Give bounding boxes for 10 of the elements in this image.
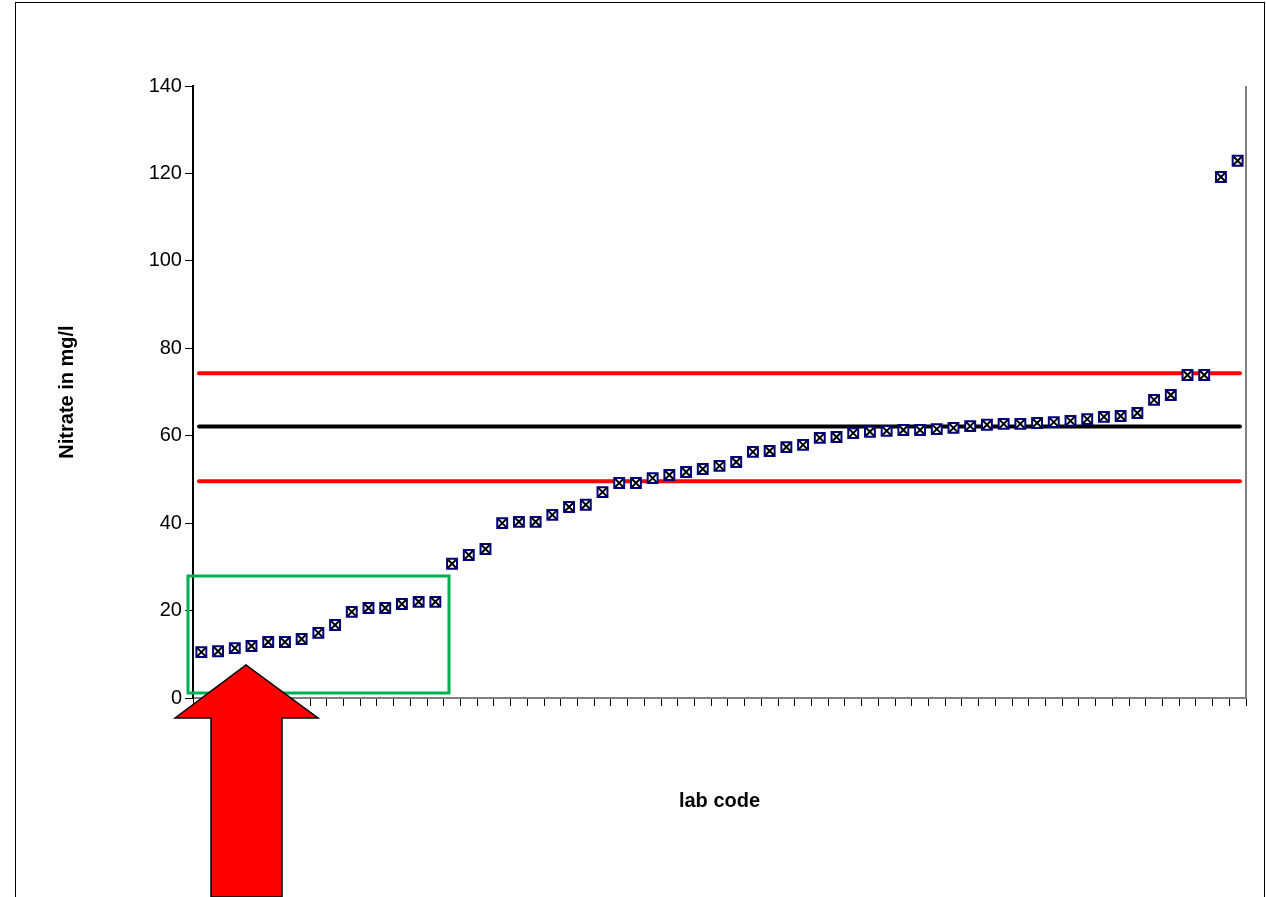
y-tick-label: 100 <box>148 248 182 271</box>
y-axis-title: Nitrate in mg/l <box>54 325 77 459</box>
y-tick-label: 120 <box>148 160 182 183</box>
y-tick-label: 60 <box>159 423 182 446</box>
y-tick-label: 140 <box>148 73 182 96</box>
y-tick-label: 20 <box>159 598 182 621</box>
y-tick-label: 40 <box>159 510 182 533</box>
y-tick-label: 80 <box>159 335 182 358</box>
y-tick-label: 0 <box>170 685 182 708</box>
x-axis-title: lab code <box>678 788 761 811</box>
